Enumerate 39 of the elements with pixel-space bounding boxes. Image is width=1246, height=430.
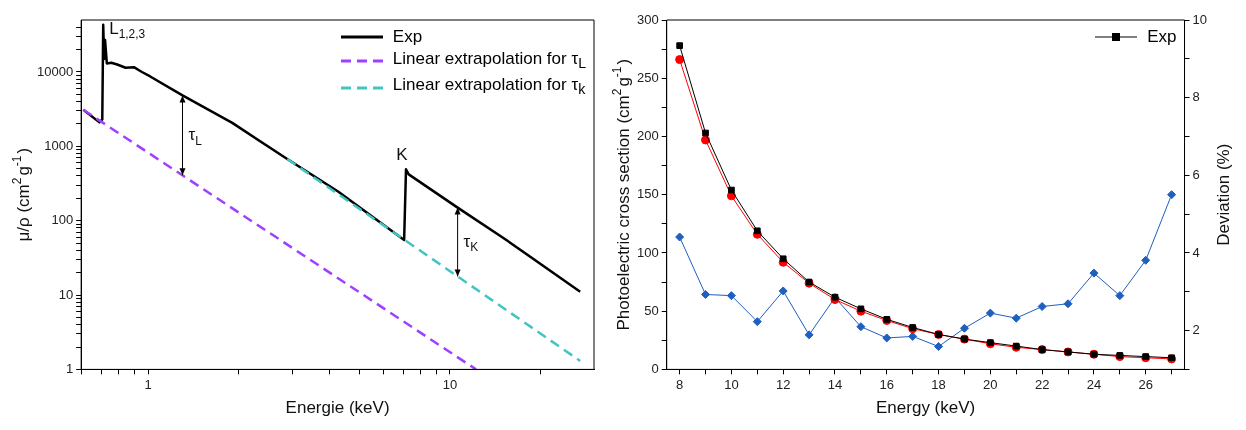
y-tick-label: 1000 xyxy=(44,137,74,153)
x-tick-label: 22 xyxy=(1034,376,1050,392)
legend-label: Linear extrapolation for τ$_{k}$ xyxy=(392,74,586,100)
x-tick-label: 10 xyxy=(442,376,458,392)
y-tick-label: 150 xyxy=(636,186,659,202)
x-tick-label: 10 xyxy=(724,376,739,392)
x-tick-label: 24 xyxy=(1086,376,1102,392)
x-tick-label: 26 xyxy=(1138,376,1153,392)
y2-axis-title: Deviation (%) xyxy=(1213,143,1233,246)
y-tick-label: 10000 xyxy=(36,63,74,79)
y2-tick-label: 10 xyxy=(1192,11,1208,27)
x-tick-label: 18 xyxy=(931,376,946,392)
x-tick-label: 14 xyxy=(827,376,843,392)
x-tick-label: 12 xyxy=(775,376,791,392)
y-tick-label: 0 xyxy=(651,360,659,376)
y-tick-label: 10 xyxy=(58,286,74,302)
legend-label: Exp xyxy=(1147,26,1177,48)
y-tick-label: 100 xyxy=(51,212,74,228)
y-tick-label: 250 xyxy=(636,69,659,85)
y2-tick-label: 4 xyxy=(1192,244,1200,260)
x-axis-title: Energy (keV) xyxy=(876,397,976,417)
y-tick-label: 1 xyxy=(65,360,74,376)
y-tick-label: 50 xyxy=(644,302,659,318)
legend-label: Exp xyxy=(392,26,423,48)
y2-tick-label: 2 xyxy=(1192,322,1200,338)
y2-tick-label: 8 xyxy=(1192,89,1200,105)
x-axis-title: Energie (keV) xyxy=(285,397,390,417)
y-tick-label: 200 xyxy=(636,128,659,144)
y-axis-title: μ/ρ (cm2g-1) xyxy=(10,147,33,242)
y-axis-title: Photoelectric cross section (cm2g-1) xyxy=(610,58,633,331)
y-tick-label: 300 xyxy=(636,11,659,27)
x-tick-label: 8 xyxy=(676,376,684,392)
y-tick-label: 100 xyxy=(636,244,659,260)
x-tick-label: 16 xyxy=(879,376,895,392)
x-tick-label: 1 xyxy=(144,376,152,392)
annotation: K xyxy=(396,145,409,165)
legend-label: Linear extrapolation for τ$_{L}$ xyxy=(392,48,586,74)
y2-tick-label: 6 xyxy=(1192,166,1200,182)
x-tick-label: 20 xyxy=(983,376,998,392)
